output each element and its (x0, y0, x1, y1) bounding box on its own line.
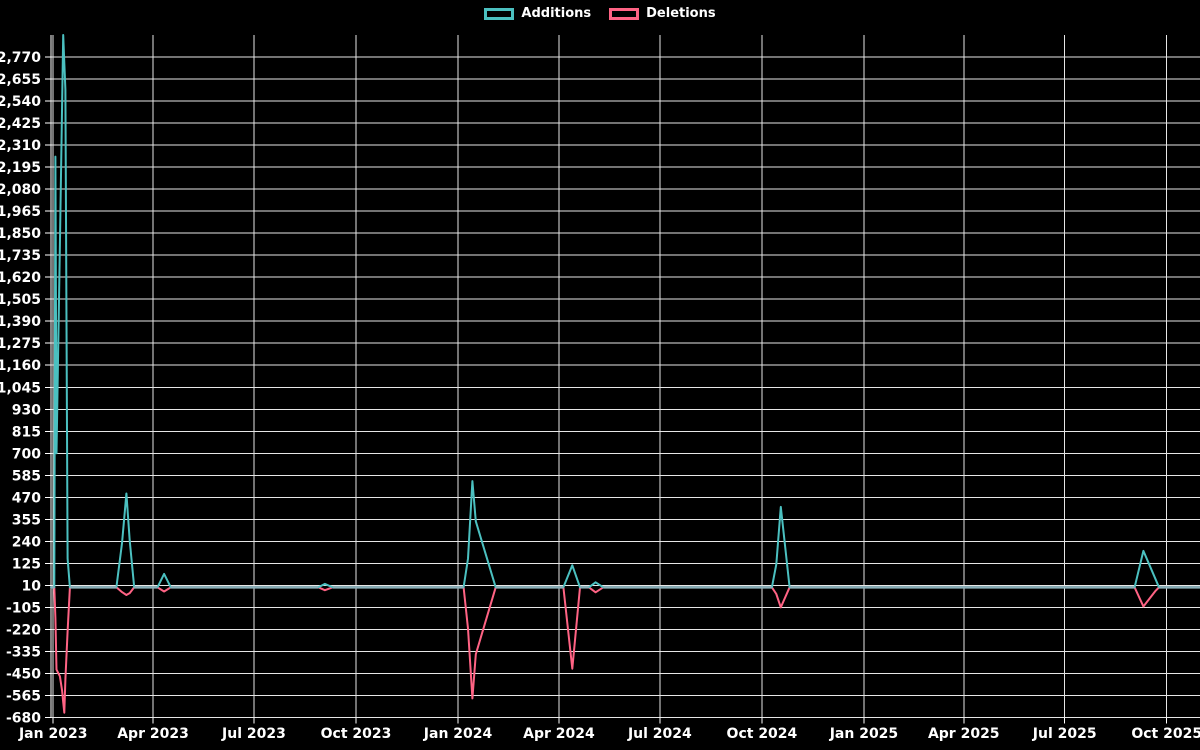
y-tick-label: -680 (6, 711, 41, 727)
y-tick-label: 2,195 (0, 160, 41, 176)
y-tick-label: 700 (12, 446, 41, 462)
y-tick-label: -565 (6, 688, 41, 704)
x-tick-label: Apr 2024 (523, 726, 595, 742)
x-tick-label: Apr 2023 (117, 726, 189, 742)
y-tick-label: 1,620 (0, 270, 41, 286)
y-tick-label: 2,770 (0, 50, 41, 66)
y-tick-label: 10 (22, 578, 42, 594)
y-tick-label: 930 (12, 402, 41, 418)
y-tick-label: -105 (6, 600, 41, 616)
y-tick-label: 815 (12, 424, 41, 440)
y-tick-label: 2,080 (0, 182, 41, 198)
y-tick-label: -335 (6, 644, 41, 660)
deletions-line (50, 586, 1200, 714)
y-tick-label: 1,850 (0, 226, 41, 242)
x-tick-label: Apr 2025 (928, 726, 1000, 742)
legend-label-additions: Additions (521, 6, 592, 21)
x-tick-label: Jan 2024 (423, 726, 493, 742)
y-tick-label: 125 (12, 556, 41, 572)
additions-line (50, 34, 1200, 589)
y-tick-label: 585 (12, 468, 41, 484)
y-tick-label: 2,425 (0, 116, 41, 132)
x-tick-label: Oct 2024 (727, 726, 798, 742)
y-tick-label: 2,310 (0, 138, 41, 154)
x-tick-label: Jul 2025 (1032, 726, 1097, 742)
y-tick-label: 1,160 (0, 358, 41, 374)
y-tick-label: 1,275 (0, 336, 41, 352)
y-tick-label: 2,655 (0, 72, 41, 88)
x-tick-label: Jan 2025 (829, 726, 898, 742)
y-tick-label: 470 (12, 490, 41, 506)
x-tick-label: Oct 2025 (1131, 726, 1200, 742)
y-tick-label: 355 (12, 512, 41, 528)
x-tick-label: Jul 2024 (627, 726, 692, 742)
x-tick-label: Jan 2023 (18, 726, 87, 742)
y-tick-label: 1,045 (0, 380, 41, 396)
y-tick-label: 1,735 (0, 248, 41, 264)
chart-legend: Additions Deletions (0, 7, 1200, 20)
x-tick-label: Oct 2023 (321, 726, 392, 742)
legend-item-additions[interactable]: Additions (484, 7, 591, 20)
y-tick-label: 1,505 (0, 292, 41, 308)
y-tick-label: 1,390 (0, 314, 41, 330)
y-tick-label: 2,540 (0, 94, 41, 110)
legend-label-deletions: Deletions (646, 6, 716, 21)
legend-item-deletions[interactable]: Deletions (609, 6, 716, 21)
deletions-color-swatch-icon (609, 7, 640, 20)
y-tick-label: -220 (6, 622, 41, 638)
y-tick-label: -450 (6, 666, 41, 682)
additions-color-swatch-icon (484, 7, 515, 20)
y-tick-label: 1,965 (0, 204, 41, 220)
y-tick-label: 240 (12, 534, 41, 550)
x-tick-label: Jul 2023 (221, 726, 286, 742)
